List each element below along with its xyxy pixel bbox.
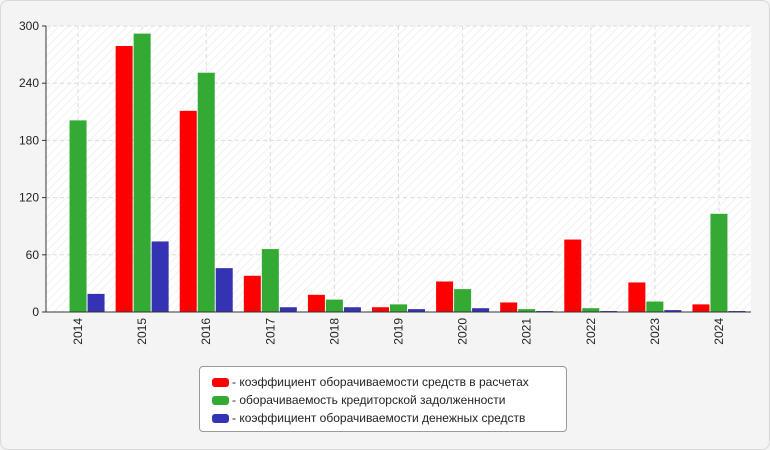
legend-swatch-green <box>212 395 229 405</box>
y-tick-label: 180 <box>19 133 39 147</box>
bar-2014-series-1 <box>69 120 87 312</box>
bar-2020-series-0 <box>436 281 454 312</box>
legend-label: оборачиваемость кредиторской задолженнос… <box>239 393 506 407</box>
bar-2017-series-1 <box>261 249 279 312</box>
bar-2023-series-1 <box>646 301 664 312</box>
legend-dash: - <box>232 375 240 389</box>
bar-2019-series-0 <box>372 307 389 312</box>
bar-2018-series-2 <box>343 307 361 312</box>
legend-item-payables: - оборачиваемость кредиторской задолженн… <box>212 391 566 409</box>
bar-2018-series-0 <box>307 294 325 312</box>
legend-swatch-blue <box>212 413 229 423</box>
bar-2014-series-2 <box>87 293 105 312</box>
x-tick-label: 2016 <box>199 318 213 345</box>
x-tick-label: 2023 <box>648 318 662 345</box>
y-tick-label: 240 <box>19 76 39 90</box>
x-tick-label: 2019 <box>392 318 406 345</box>
y-tick-label: 0 <box>32 305 39 319</box>
bar-2015-series-2 <box>151 241 169 312</box>
y-tick-label: 120 <box>19 191 39 205</box>
bar-2019-series-2 <box>408 309 425 312</box>
x-tick-label: 2017 <box>263 318 277 345</box>
y-tick-label: 300 <box>19 19 39 33</box>
bar-2017-series-0 <box>243 275 261 312</box>
legend: - коэффициент оборачиваемости средств в … <box>199 366 567 432</box>
bar-2024-series-0 <box>692 304 710 312</box>
x-tick-label: 2015 <box>135 318 149 345</box>
legend-dash: - <box>232 393 240 407</box>
bar-2015-series-1 <box>133 33 151 312</box>
legend-swatch-red <box>212 377 229 387</box>
legend-label: коэффициент оборачиваемости денежных сре… <box>239 411 526 425</box>
bar-2021-series-1 <box>518 309 536 312</box>
y-tick-labels: 0 60 120 180 240 300 <box>19 19 39 319</box>
bar-2020-series-2 <box>472 308 490 312</box>
x-tick-label: 2022 <box>584 318 598 345</box>
bar-2022-series-0 <box>564 239 582 312</box>
legend-item-cash: - коэффициент оборачиваемости денежных с… <box>212 409 566 427</box>
bar-2016-series-2 <box>215 268 233 312</box>
x-tick-label: 2018 <box>327 318 341 345</box>
axes <box>42 25 751 313</box>
bar-2019-series-1 <box>390 304 407 312</box>
bar-2022-series-1 <box>582 308 600 312</box>
bar-2015-series-0 <box>115 46 133 313</box>
bars <box>69 33 746 313</box>
x-tick-label: 2021 <box>520 318 534 345</box>
x-tick-label: 2014 <box>71 318 85 345</box>
x-tick-labels: 2014 2015 2016 2017 2018 2019 2020 2021 2022 2023… <box>71 318 726 345</box>
y-tick-label: 60 <box>26 248 40 262</box>
bar-2020-series-1 <box>454 289 472 312</box>
bar-2018-series-1 <box>325 299 343 312</box>
legend-label: коэффициент оборачиваемости средств в ра… <box>239 375 529 389</box>
bar-2021-series-0 <box>500 302 518 312</box>
bar-2017-series-2 <box>279 307 297 312</box>
bar-2024-series-1 <box>710 213 728 312</box>
bar-2016-series-1 <box>197 72 215 312</box>
bar-2023-series-0 <box>628 282 646 312</box>
x-tick-label: 2024 <box>712 318 726 345</box>
bar-2016-series-0 <box>179 110 197 312</box>
bar-2023-series-2 <box>664 310 682 312</box>
legend-item-receivables: - коэффициент оборачиваемости средств в … <box>212 373 566 391</box>
legend-dash: - <box>232 411 240 425</box>
x-tick-label: 2020 <box>456 318 470 345</box>
